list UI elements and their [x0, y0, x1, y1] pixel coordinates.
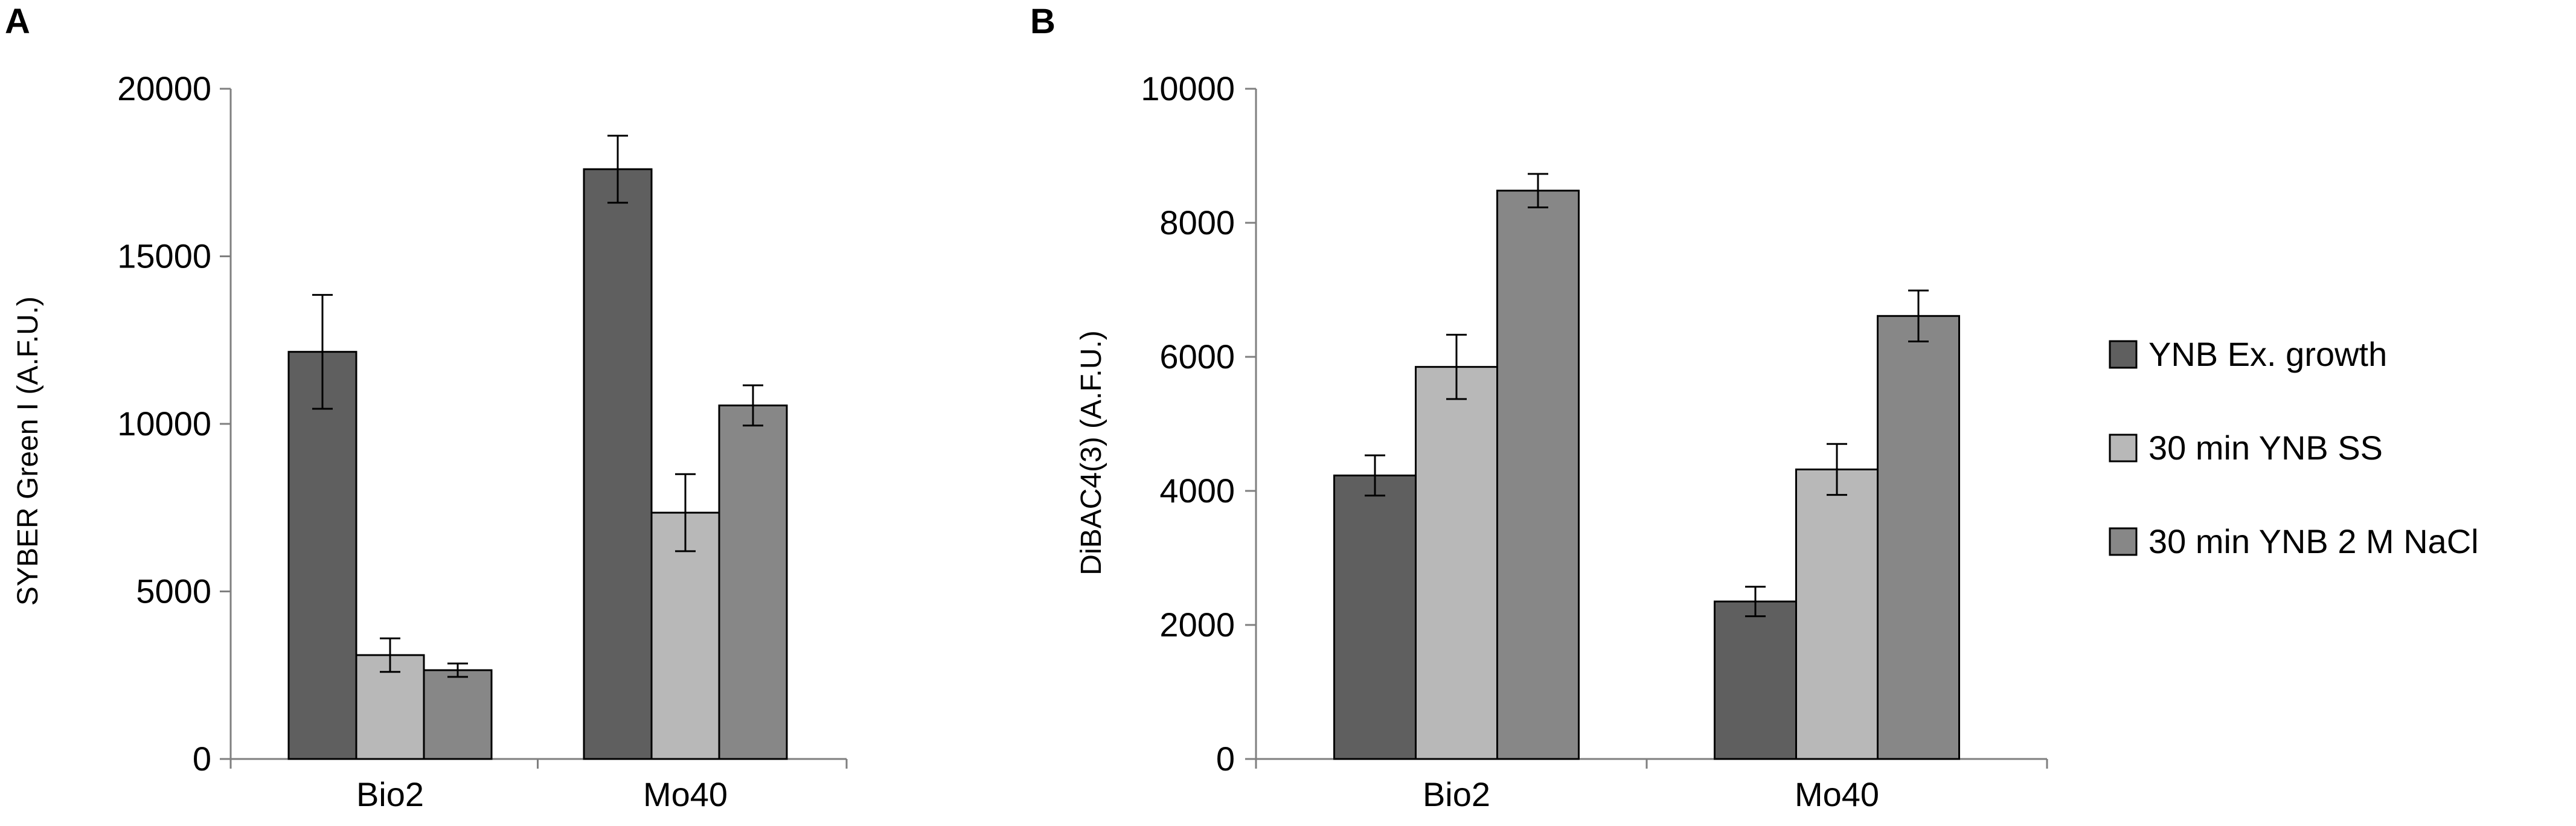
bar-mo40-ynb-ex-growth	[583, 168, 653, 760]
x-category-label-mo40: Mo40	[1795, 775, 1879, 813]
y-tick-label-a: 10000	[117, 405, 211, 443]
x-category-label-bio2: Bio2	[1423, 775, 1490, 813]
legend-swatch-30-min-ynb-ss	[2109, 434, 2138, 463]
x-category-label-mo40: Mo40	[643, 775, 728, 813]
bar-mo40-30-min-ynb-2-m-nacl	[718, 404, 788, 760]
y-tick-label-a: 5000	[136, 572, 211, 610]
bar-mo40-30-min-ynb-2-m-nacl	[1877, 315, 1960, 760]
panel-label-a: A	[5, 2, 30, 41]
legend-swatch-30-min-ynb-2m-nacl	[2109, 527, 2138, 556]
y-tick-label-b: 10000	[1141, 69, 1235, 107]
chart-panel-b: B DiBAC4(3) (A.F.U.) 0 2000 4000 6000 8000 10…	[1030, 2, 2048, 813]
bar-bio2-30-min-ynb-ss	[1415, 366, 1498, 760]
legend-label-30-min-ynb-2m-nacl: 30 min YNB 2 M NaCl	[2148, 522, 2479, 560]
legend-label-30-min-ynb-ss: 30 min YNB SS	[2148, 429, 2383, 467]
y-tick-label-b: 8000	[1159, 203, 1235, 242]
y-axis-title-b: DiBAC4(3) (A.F.U.)	[1075, 330, 1107, 575]
y-tick-label-b: 6000	[1159, 338, 1235, 376]
legend-swatch-ynb-ex-growth	[2109, 340, 2138, 369]
bar-bio2-ynb-ex-growth	[1333, 474, 1417, 760]
chart-panel-a: A SYBER Green I (A.F.U.) 0 5000 10000 15000…	[5, 2, 848, 813]
bars-a	[287, 135, 788, 760]
axes-a: 0 5000 10000 15000 20000 Bio2 Mo40	[117, 69, 848, 813]
y-tick-label-a: 20000	[117, 69, 211, 107]
legend: YNB Ex. growth 30 min YNB SS 30 min YNB …	[2109, 335, 2479, 560]
y-tick-label-a: 0	[193, 740, 211, 778]
y-tick-label-b: 2000	[1159, 606, 1235, 644]
bar-bio2-30-min-ynb-2-m-nacl	[423, 669, 493, 760]
bars-b	[1333, 173, 1960, 760]
x-category-label-bio2: Bio2	[356, 775, 424, 813]
bar-mo40-30-min-ynb-ss	[650, 511, 720, 760]
bar-mo40-ynb-ex-growth	[1714, 600, 1797, 760]
y-tick-label-b: 0	[1216, 740, 1235, 778]
bar-bio2-ynb-ex-growth	[287, 351, 357, 760]
bar-bio2-30-min-ynb-2-m-nacl	[1496, 190, 1580, 760]
y-tick-label-b: 4000	[1159, 472, 1235, 510]
legend-label-ynb-ex-growth: YNB Ex. growth	[2148, 335, 2387, 373]
bar-mo40-30-min-ynb-ss	[1795, 468, 1879, 760]
y-axis-title-a: SYBER Green I (A.F.U.)	[12, 296, 44, 606]
y-tick-label-a: 15000	[117, 237, 211, 275]
panel-label-b: B	[1030, 2, 1056, 41]
